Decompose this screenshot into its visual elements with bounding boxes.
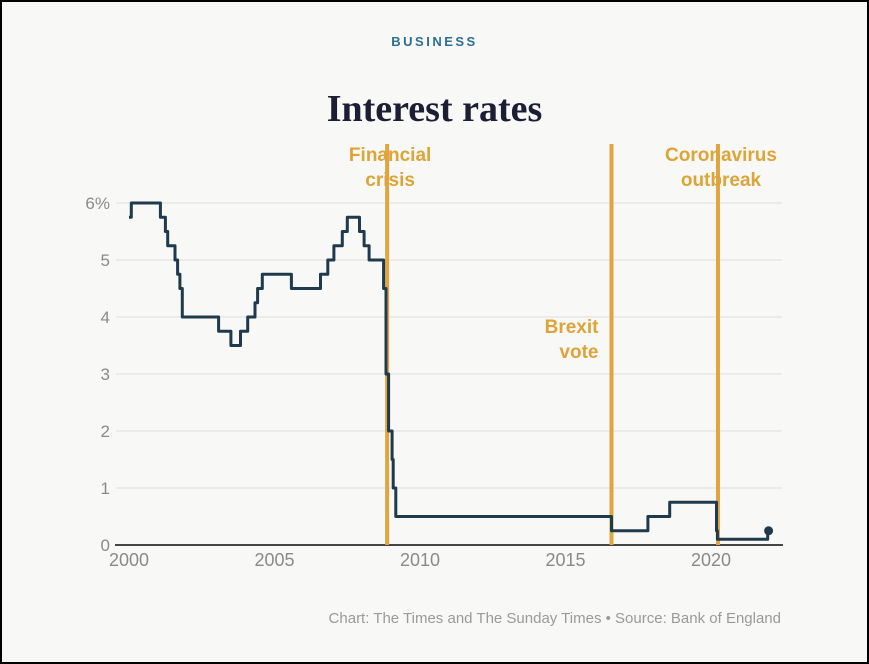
page-title: Interest rates — [326, 88, 543, 131]
annotation-brexit-vote: Brexit vote — [544, 317, 599, 364]
section-kicker: BUSINESS — [391, 34, 478, 49]
x-tick-label: 2000 — [109, 550, 149, 570]
line-end-dot — [764, 526, 774, 536]
y-tick-label: 2 — [101, 422, 110, 441]
rate-line — [129, 201, 770, 541]
y-tick-label: 0 — [101, 536, 110, 555]
chart-source-credit: Chart: The Times and The Sunday Times • … — [328, 610, 781, 627]
annotation-financial-crisis: Financial crisis — [348, 145, 432, 192]
x-tick-label: 2005 — [254, 550, 294, 570]
annotation-coronavirus-outbreak: Coronavirus outbreak — [665, 145, 777, 192]
x-tick-label: 2015 — [545, 550, 585, 570]
x-tick-label: 2010 — [400, 550, 440, 570]
y-tick-label: 5 — [101, 251, 110, 270]
y-tick-label: 6% — [85, 194, 110, 213]
y-tick-label: 4 — [101, 308, 110, 327]
y-tick-label: 1 — [101, 479, 110, 498]
y-tick-label: 3 — [101, 365, 110, 384]
x-tick-label: 2020 — [691, 550, 731, 570]
